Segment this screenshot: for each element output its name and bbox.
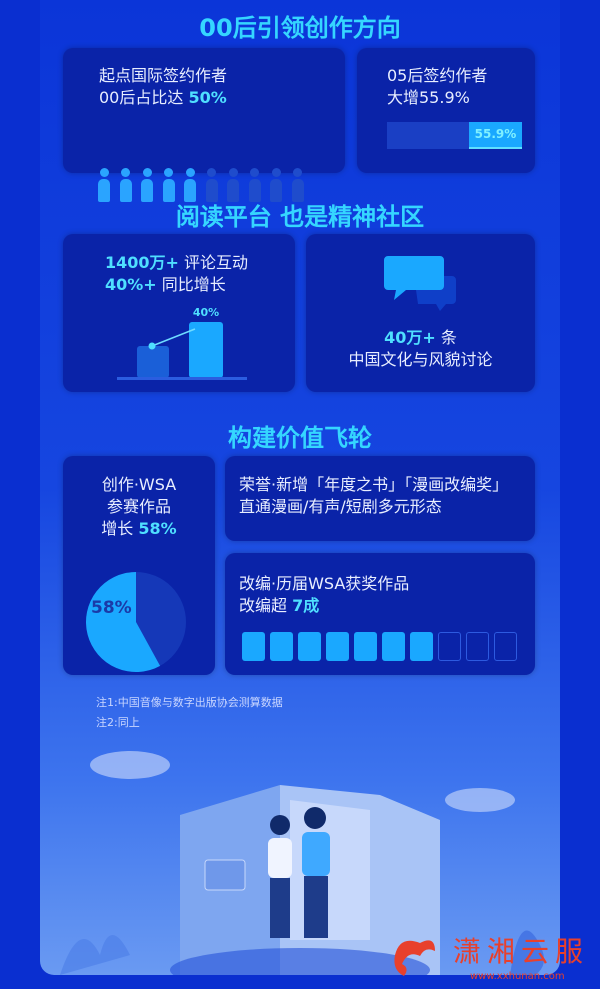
adaptation-block — [438, 632, 461, 661]
person-icon — [98, 168, 110, 202]
highlight-value: 58% — [138, 519, 177, 538]
line2: 参赛作品 — [106, 497, 171, 516]
watermark-url: www.xxhunan.com — [470, 971, 565, 982]
line2: 00后占比达 — [99, 88, 189, 107]
bar-before — [137, 346, 169, 378]
line3: 增长 — [101, 519, 139, 538]
person-icon — [162, 168, 175, 202]
watermark-name: 潇湘云服 — [453, 935, 590, 968]
adaptation-block — [466, 632, 489, 661]
card-text: 改编·历届WSA获奖作品 改编超 7成 — [239, 573, 409, 617]
line1: 起点国际签约作者 — [99, 66, 228, 85]
highlight-value: 7成 — [292, 596, 320, 615]
section-title-3: 构建价值飞轮 — [228, 424, 372, 452]
card-05-authors: 05后签约作者 大增55.9% 55.9% — [357, 48, 535, 173]
line1: 创作·WSA — [101, 475, 177, 494]
card-text: 创作·WSA 参赛作品增长 58% — [63, 474, 215, 540]
bar-label: 40% — [192, 306, 220, 319]
unit: 条 — [435, 328, 457, 347]
card-wsa-growth: 创作·WSA 参赛作品增长 58% 58% — [63, 456, 215, 675]
chat-bubbles-icon — [384, 256, 456, 311]
card-text: 40万+ 条中国文化与风貌讨论 — [306, 327, 535, 371]
reading-illustration — [60, 751, 544, 975]
line1: 改编·历届WSA获奖作品 — [239, 574, 410, 593]
adaptation-block — [298, 632, 321, 661]
line2: 改编超 — [239, 596, 293, 615]
note-1: 注1:中国音像与数字出版协会测算数据 — [96, 696, 283, 709]
value: 40万+ — [384, 328, 436, 347]
text2: 同比增长 — [156, 275, 226, 294]
pie-chart — [86, 572, 186, 672]
card-comments: 1400万+ 评论互动 40%+ 同比增长 40% — [63, 234, 295, 392]
progress-fill: 55.9% — [469, 122, 522, 149]
adaptation-block — [326, 632, 349, 661]
adaptation-block — [410, 632, 433, 661]
card-text: 荣誉·新增「年度之书」「漫画改编奖」 直通漫画/有声/短剧多元形态 — [239, 474, 508, 518]
section-title-1: 00后引领创作方向 — [199, 14, 401, 42]
note-2: 注2:同上 — [96, 716, 140, 729]
bar-after — [189, 322, 223, 378]
card-intl-authors: 起点国际签约作者 00后占比达 50% — [63, 48, 345, 202]
line1: 荣誉·新增「年度之书」「漫画改编奖」 — [239, 475, 509, 494]
value2: 40%+ — [105, 275, 157, 294]
person-icon — [119, 168, 132, 202]
adaptation-block — [354, 632, 377, 661]
pie-slice-value — [86, 572, 161, 672]
adaptation-block — [382, 632, 405, 661]
adaptation-block — [494, 632, 517, 661]
line2: 中国文化与风貌讨论 — [348, 350, 493, 369]
person-icon — [248, 168, 261, 202]
person-icon — [205, 168, 218, 202]
value1: 1400万+ — [105, 253, 179, 272]
pie-label: 58% — [91, 598, 132, 618]
adaptation-block — [242, 632, 265, 661]
section-title-2: 阅读平台 也是精神社区 — [175, 203, 425, 231]
adaptation-block — [270, 632, 293, 661]
card-honors: 荣誉·新增「年度之书」「漫画改编奖」 直通漫画/有声/短剧多元形态 — [225, 456, 535, 541]
line2: 直通漫画/有声/短剧多元形态 — [239, 497, 442, 516]
highlight-value: 50% — [188, 88, 227, 107]
line2: 大增55.9% — [387, 88, 470, 107]
text1: 评论互动 — [178, 253, 249, 272]
baseline — [117, 377, 247, 380]
line1: 05后签约作者 — [387, 66, 488, 85]
watermark-logo: 潇湘云服 www.xxhunan.com — [385, 925, 583, 984]
card-text: 起点国际签约作者 00后占比达 50% — [99, 65, 227, 109]
person-icon — [291, 168, 304, 202]
card-text: 1400万+ 评论互动 40%+ 同比增长 — [105, 252, 248, 296]
card-adaptation: 改编·历届WSA获奖作品 改编超 7成 — [225, 553, 535, 675]
person-icon — [184, 168, 196, 202]
trend-line — [148, 328, 196, 350]
cloud-logo-icon — [394, 940, 435, 976]
card-text: 05后签约作者 大增55.9% — [387, 65, 487, 109]
card-discussion: 40万+ 条中国文化与风貌讨论 — [306, 234, 535, 392]
person-icon — [227, 168, 239, 202]
person-icon — [270, 168, 282, 202]
person-icon — [141, 168, 153, 202]
